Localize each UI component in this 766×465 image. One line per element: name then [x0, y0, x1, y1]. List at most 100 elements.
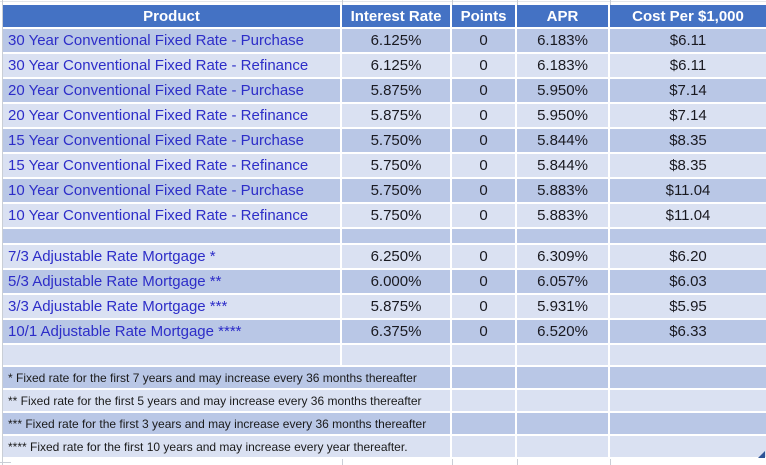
points-cell[interactable]: 0 — [452, 179, 517, 202]
points-cell[interactable]: 0 — [452, 54, 517, 77]
points-cell[interactable]: 0 — [452, 79, 517, 102]
empty-cell[interactable] — [517, 390, 610, 411]
apr-cell[interactable]: 6.183% — [517, 29, 610, 52]
cost-cell[interactable]: $6.33 — [610, 320, 766, 343]
empty-cell[interactable] — [610, 390, 766, 411]
header-cell-cost-per-1000[interactable]: Cost Per $1,000 — [610, 5, 766, 27]
empty-cell[interactable] — [517, 345, 610, 365]
apr-cell[interactable]: 5.883% — [517, 179, 610, 202]
product-cell[interactable]: 20 Year Conventional Fixed Rate - Purcha… — [3, 79, 342, 102]
empty-cell[interactable] — [517, 436, 610, 457]
cost-cell[interactable]: $6.11 — [610, 29, 766, 52]
product-cell[interactable]: 3/3 Adjustable Rate Mortgage *** — [3, 295, 342, 318]
interest-rate-cell[interactable]: 5.875% — [342, 295, 452, 318]
empty-cell[interactable] — [517, 367, 610, 388]
product-cell[interactable]: 10/1 Adjustable Rate Mortgage **** — [3, 320, 342, 343]
interest-rate-cell[interactable]: 6.375% — [342, 320, 452, 343]
product-cell[interactable]: 7/3 Adjustable Rate Mortgage * — [3, 245, 342, 268]
product-cell[interactable]: 15 Year Conventional Fixed Rate - Refina… — [3, 154, 342, 177]
points-cell[interactable]: 0 — [452, 245, 517, 268]
interest-rate-cell[interactable]: 6.000% — [342, 270, 452, 293]
footnote-text[interactable]: * Fixed rate for the first 7 years and m… — [3, 367, 452, 388]
points-cell[interactable]: 0 — [452, 204, 517, 227]
empty-cell[interactable] — [452, 229, 517, 243]
points-cell[interactable]: 0 — [452, 29, 517, 52]
interest-rate-cell[interactable]: 5.750% — [342, 154, 452, 177]
header-cell-interest-rate[interactable]: Interest Rate — [342, 5, 452, 27]
cost-cell[interactable]: $6.11 — [610, 54, 766, 77]
table-resize-handle-icon[interactable] — [758, 451, 765, 458]
product-cell[interactable]: 20 Year Conventional Fixed Rate - Refina… — [3, 104, 342, 127]
empty-cell[interactable] — [452, 345, 517, 365]
footnote-text[interactable]: **** Fixed rate for the first 10 years a… — [3, 436, 452, 457]
cost-cell[interactable]: $6.20 — [610, 245, 766, 268]
empty-cell[interactable] — [517, 229, 610, 243]
cost-cell[interactable]: $7.14 — [610, 104, 766, 127]
interest-rate-cell[interactable]: 5.750% — [342, 129, 452, 152]
empty-cell[interactable] — [342, 345, 452, 365]
interest-rate-cell[interactable]: 5.875% — [342, 79, 452, 102]
product-cell[interactable]: 10 Year Conventional Fixed Rate - Refina… — [3, 204, 342, 227]
empty-cell[interactable] — [517, 413, 610, 434]
apr-cell[interactable]: 6.183% — [517, 54, 610, 77]
product-cell[interactable]: 30 Year Conventional Fixed Rate - Purcha… — [3, 29, 342, 52]
interest-rate-cell[interactable]: 6.125% — [342, 54, 452, 77]
empty-cell[interactable] — [3, 345, 342, 365]
apr-cell[interactable]: 6.057% — [517, 270, 610, 293]
interest-rate-cell[interactable]: 5.750% — [342, 204, 452, 227]
interest-rate-cell[interactable]: 5.875% — [342, 104, 452, 127]
empty-cell[interactable] — [610, 229, 766, 243]
empty-cell[interactable] — [610, 345, 766, 365]
apr-cell[interactable]: 6.309% — [517, 245, 610, 268]
mortgage-rates-table: Product Interest Rate Points APR Cost Pe… — [3, 5, 766, 459]
table-row: 30 Year Conventional Fixed Rate - Refina… — [3, 54, 766, 79]
empty-cell[interactable] — [610, 436, 766, 457]
cost-cell[interactable]: $11.04 — [610, 179, 766, 202]
grid-tick-bottom-4 — [610, 459, 611, 465]
header-cell-product[interactable]: Product — [3, 5, 342, 27]
product-cell[interactable]: 30 Year Conventional Fixed Rate - Refina… — [3, 54, 342, 77]
empty-cell[interactable] — [342, 229, 452, 243]
empty-cell[interactable] — [3, 229, 342, 243]
apr-cell[interactable]: 5.844% — [517, 129, 610, 152]
apr-cell[interactable]: 5.950% — [517, 79, 610, 102]
empty-cell[interactable] — [452, 413, 517, 434]
interest-rate-cell[interactable]: 6.250% — [342, 245, 452, 268]
interest-rate-cell[interactable]: 5.750% — [342, 179, 452, 202]
footnote-row: **** Fixed rate for the first 10 years a… — [3, 436, 766, 459]
empty-cell[interactable] — [452, 367, 517, 388]
points-cell[interactable]: 0 — [452, 104, 517, 127]
interest-rate-cell[interactable]: 6.125% — [342, 29, 452, 52]
cost-cell[interactable]: $8.35 — [610, 129, 766, 152]
apr-cell[interactable]: 5.931% — [517, 295, 610, 318]
footnote-text[interactable]: *** Fixed rate for the first 3 years and… — [3, 413, 452, 434]
table-row: 7/3 Adjustable Rate Mortgage * 6.250% 0 … — [3, 245, 766, 270]
apr-cell[interactable]: 5.950% — [517, 104, 610, 127]
points-cell[interactable]: 0 — [452, 154, 517, 177]
product-cell[interactable]: 10 Year Conventional Fixed Rate - Purcha… — [3, 179, 342, 202]
points-cell[interactable]: 0 — [452, 270, 517, 293]
footnote-row: * Fixed rate for the first 7 years and m… — [3, 367, 766, 390]
empty-cell[interactable] — [452, 390, 517, 411]
cost-cell[interactable]: $11.04 — [610, 204, 766, 227]
header-cell-apr[interactable]: APR — [517, 5, 610, 27]
header-cell-points[interactable]: Points — [452, 5, 517, 27]
grid-tick-top-2 — [452, 0, 453, 5]
points-cell[interactable]: 0 — [452, 295, 517, 318]
empty-cell[interactable] — [452, 436, 517, 457]
apr-cell[interactable]: 5.883% — [517, 204, 610, 227]
points-cell[interactable]: 0 — [452, 320, 517, 343]
apr-cell[interactable]: 5.844% — [517, 154, 610, 177]
empty-cell[interactable] — [610, 367, 766, 388]
cost-cell[interactable]: $5.95 — [610, 295, 766, 318]
cost-cell[interactable]: $7.14 — [610, 79, 766, 102]
empty-cell[interactable] — [610, 413, 766, 434]
product-cell[interactable]: 15 Year Conventional Fixed Rate - Purcha… — [3, 129, 342, 152]
apr-cell[interactable]: 6.520% — [517, 320, 610, 343]
footnote-text[interactable]: ** Fixed rate for the first 5 years and … — [3, 390, 452, 411]
points-cell[interactable]: 0 — [452, 129, 517, 152]
table-row: 15 Year Conventional Fixed Rate - Purcha… — [3, 129, 766, 154]
cost-cell[interactable]: $8.35 — [610, 154, 766, 177]
cost-cell[interactable]: $6.03 — [610, 270, 766, 293]
product-cell[interactable]: 5/3 Adjustable Rate Mortgage ** — [3, 270, 342, 293]
